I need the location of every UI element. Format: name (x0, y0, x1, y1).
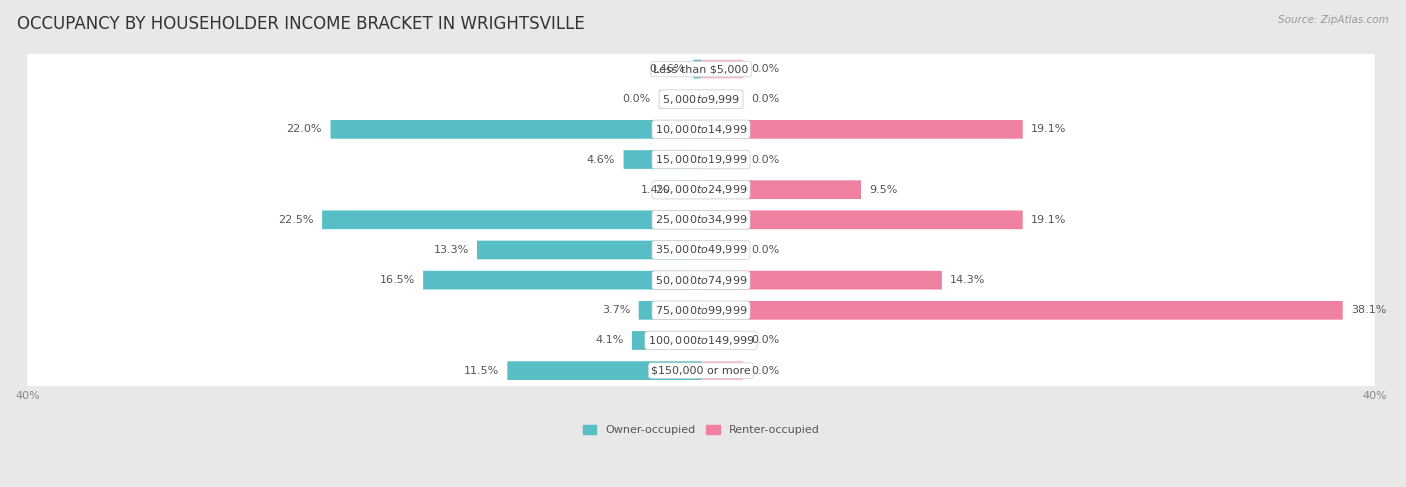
Text: OCCUPANCY BY HOUSEHOLDER INCOME BRACKET IN WRIGHTSVILLE: OCCUPANCY BY HOUSEHOLDER INCOME BRACKET … (17, 15, 585, 33)
FancyBboxPatch shape (423, 271, 702, 289)
Text: Less than $5,000: Less than $5,000 (654, 64, 749, 74)
FancyBboxPatch shape (702, 301, 1343, 319)
Text: 38.1%: 38.1% (1351, 305, 1386, 315)
Text: $35,000 to $49,999: $35,000 to $49,999 (655, 244, 747, 257)
FancyBboxPatch shape (27, 198, 1375, 242)
Text: 0.0%: 0.0% (752, 336, 780, 345)
Text: 0.0%: 0.0% (752, 366, 780, 375)
FancyBboxPatch shape (27, 108, 1375, 151)
Text: 0.0%: 0.0% (752, 154, 780, 165)
FancyBboxPatch shape (508, 361, 702, 380)
FancyBboxPatch shape (702, 210, 1022, 229)
Text: $15,000 to $19,999: $15,000 to $19,999 (655, 153, 747, 166)
FancyBboxPatch shape (27, 138, 1375, 181)
FancyBboxPatch shape (702, 331, 744, 350)
Text: $100,000 to $149,999: $100,000 to $149,999 (648, 334, 755, 347)
FancyBboxPatch shape (330, 120, 702, 139)
FancyBboxPatch shape (27, 259, 1375, 302)
Text: 14.3%: 14.3% (950, 275, 986, 285)
FancyBboxPatch shape (624, 150, 702, 169)
Text: 16.5%: 16.5% (380, 275, 415, 285)
Text: 9.5%: 9.5% (869, 185, 898, 195)
FancyBboxPatch shape (659, 90, 702, 109)
Text: 22.5%: 22.5% (278, 215, 314, 225)
FancyBboxPatch shape (27, 319, 1375, 362)
FancyBboxPatch shape (27, 289, 1375, 332)
FancyBboxPatch shape (702, 361, 744, 380)
Text: $50,000 to $74,999: $50,000 to $74,999 (655, 274, 747, 287)
FancyBboxPatch shape (27, 168, 1375, 211)
Text: 4.1%: 4.1% (595, 336, 624, 345)
Legend: Owner-occupied, Renter-occupied: Owner-occupied, Renter-occupied (578, 421, 824, 440)
FancyBboxPatch shape (702, 90, 744, 109)
FancyBboxPatch shape (678, 180, 702, 199)
Text: $20,000 to $24,999: $20,000 to $24,999 (655, 183, 747, 196)
FancyBboxPatch shape (27, 47, 1375, 91)
FancyBboxPatch shape (631, 331, 702, 350)
Text: 3.7%: 3.7% (602, 305, 630, 315)
FancyBboxPatch shape (702, 271, 942, 289)
Text: 13.3%: 13.3% (433, 245, 468, 255)
Text: 0.46%: 0.46% (650, 64, 685, 74)
Text: $150,000 or more: $150,000 or more (651, 366, 751, 375)
Text: 0.0%: 0.0% (752, 245, 780, 255)
Text: Source: ZipAtlas.com: Source: ZipAtlas.com (1278, 15, 1389, 25)
Text: 0.0%: 0.0% (623, 94, 651, 104)
Text: $75,000 to $99,999: $75,000 to $99,999 (655, 304, 747, 317)
Text: $25,000 to $34,999: $25,000 to $34,999 (655, 213, 747, 226)
Text: 0.0%: 0.0% (752, 64, 780, 74)
FancyBboxPatch shape (693, 60, 702, 78)
Text: 19.1%: 19.1% (1031, 124, 1067, 134)
FancyBboxPatch shape (702, 150, 744, 169)
FancyBboxPatch shape (702, 120, 1022, 139)
FancyBboxPatch shape (322, 210, 702, 229)
Text: 1.4%: 1.4% (641, 185, 669, 195)
FancyBboxPatch shape (638, 301, 702, 319)
FancyBboxPatch shape (27, 77, 1375, 121)
Text: 11.5%: 11.5% (464, 366, 499, 375)
FancyBboxPatch shape (702, 241, 744, 260)
Text: $5,000 to $9,999: $5,000 to $9,999 (662, 93, 740, 106)
Text: 22.0%: 22.0% (287, 124, 322, 134)
Text: 19.1%: 19.1% (1031, 215, 1067, 225)
Text: 0.0%: 0.0% (752, 94, 780, 104)
Text: 4.6%: 4.6% (586, 154, 616, 165)
FancyBboxPatch shape (702, 180, 860, 199)
FancyBboxPatch shape (27, 349, 1375, 393)
FancyBboxPatch shape (702, 60, 744, 78)
FancyBboxPatch shape (27, 228, 1375, 272)
Text: $10,000 to $14,999: $10,000 to $14,999 (655, 123, 747, 136)
FancyBboxPatch shape (477, 241, 702, 260)
